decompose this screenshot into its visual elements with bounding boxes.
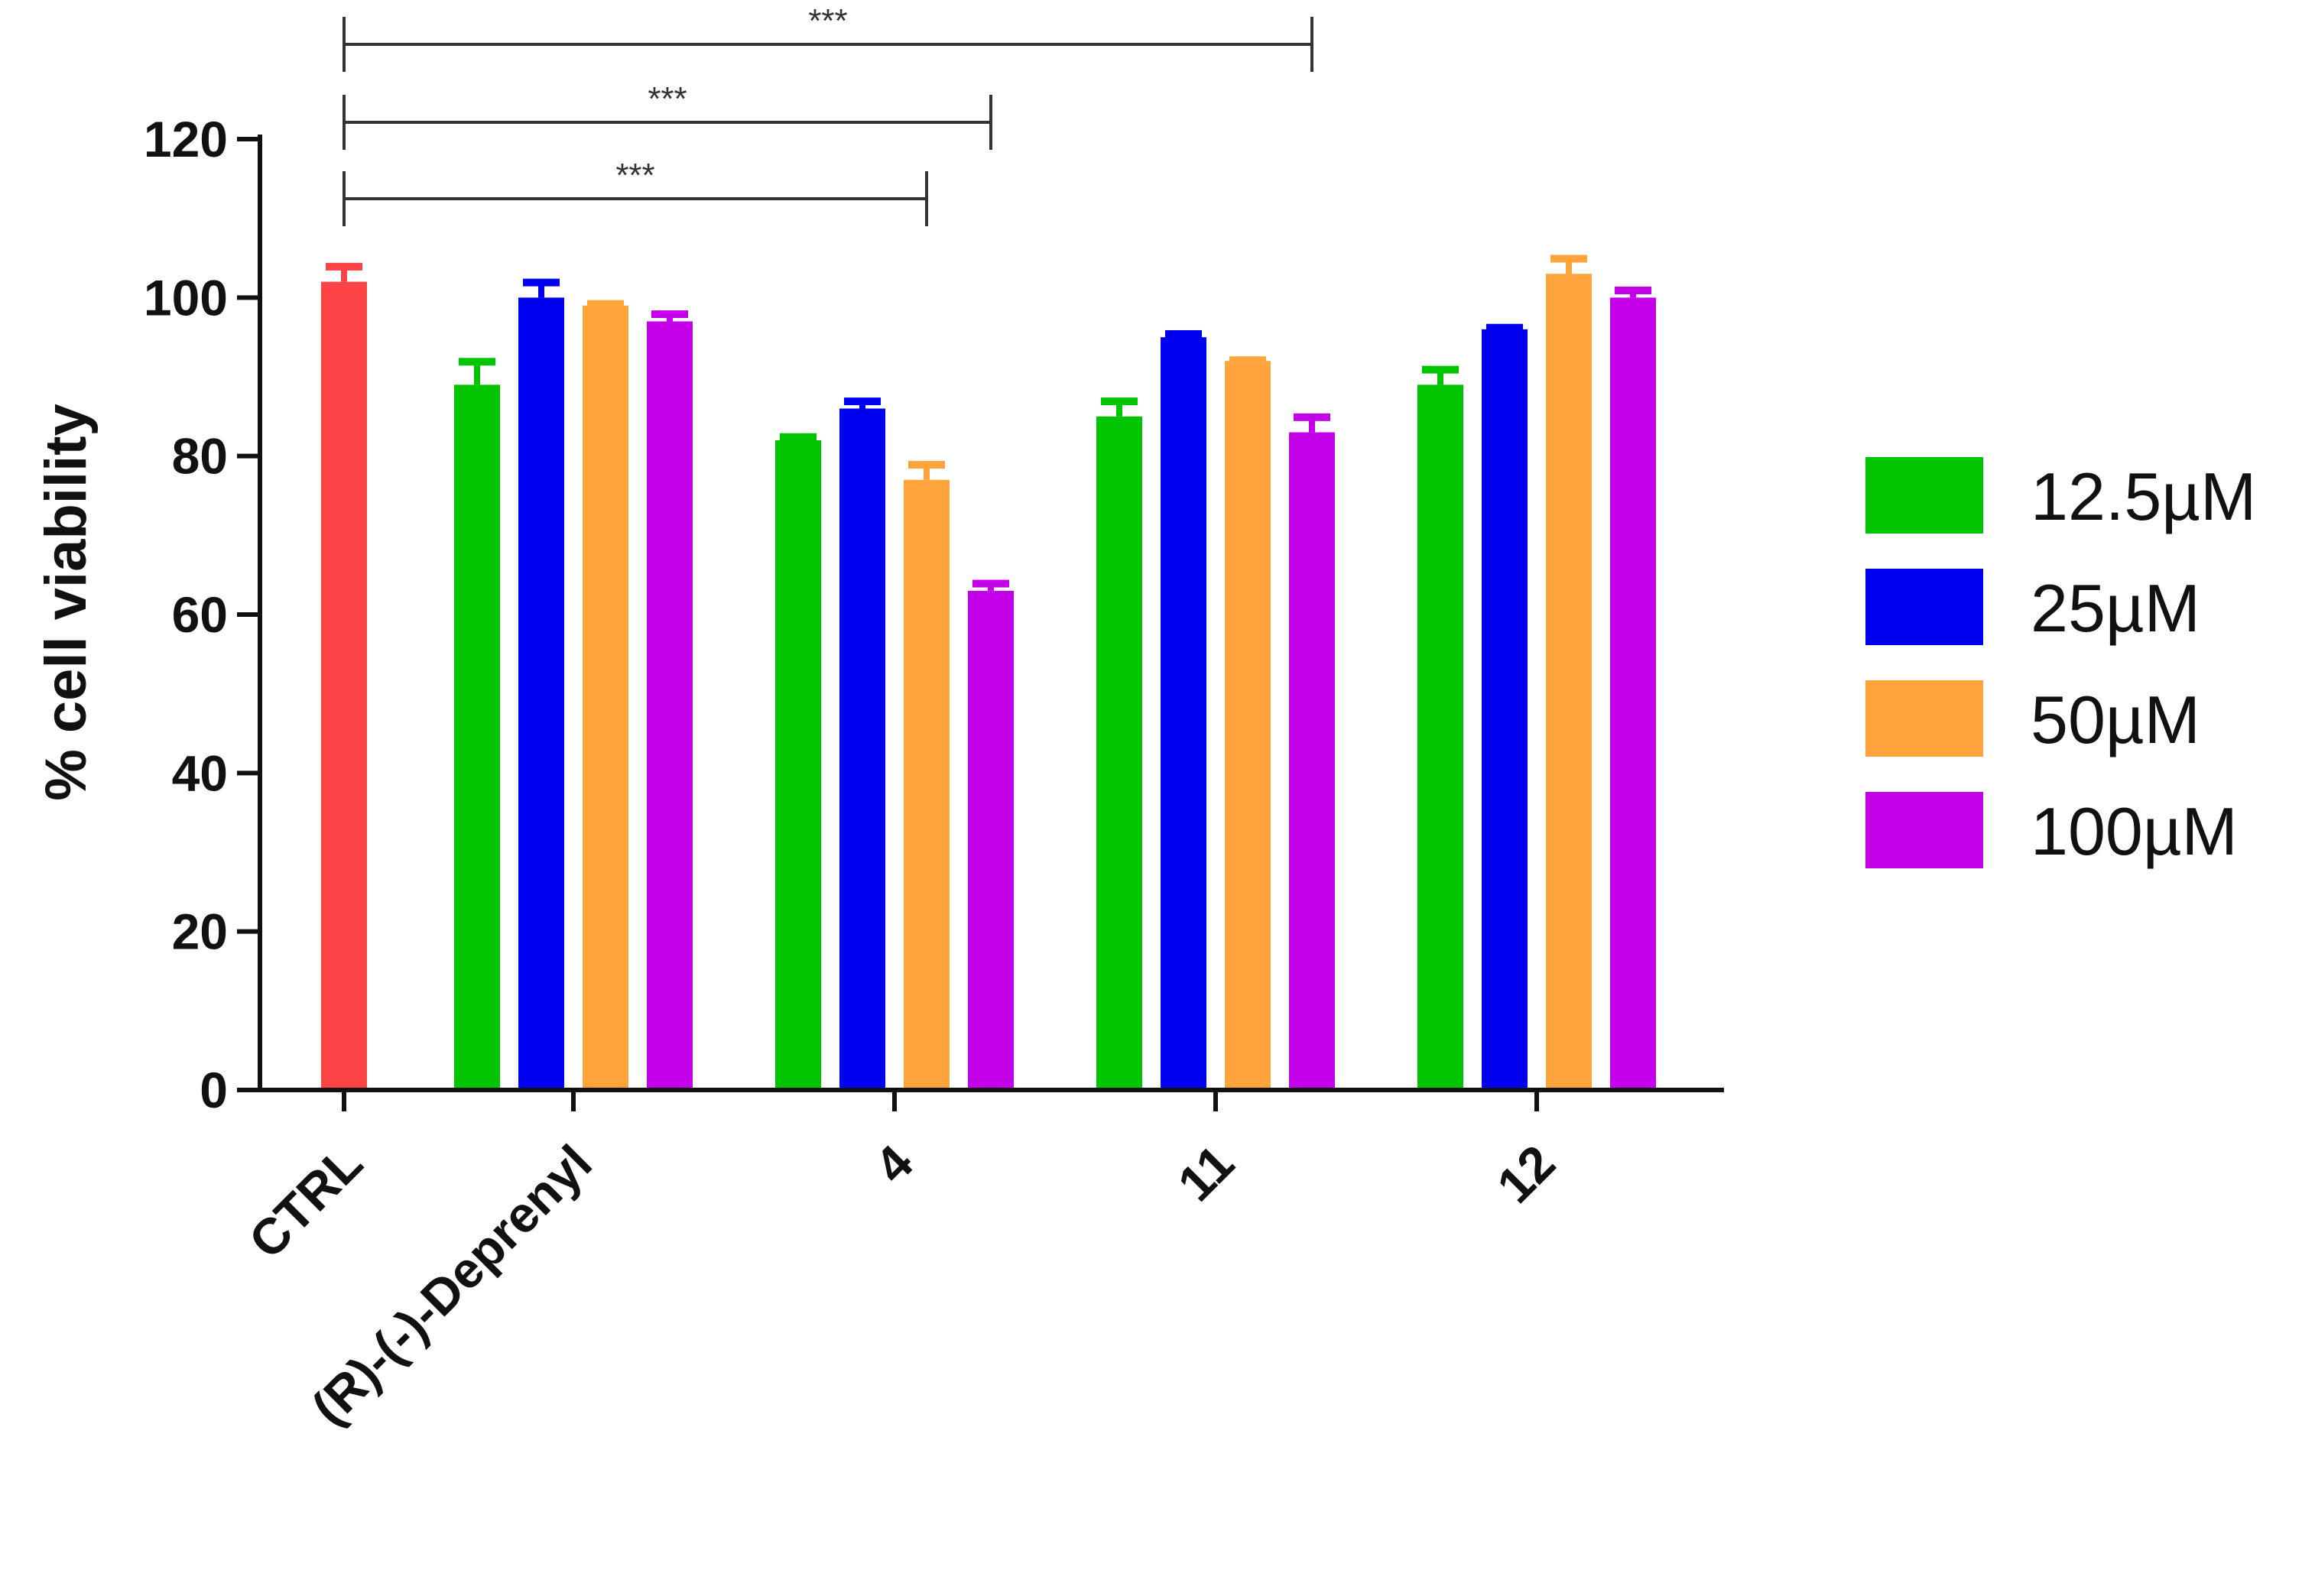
bar-rdeprenyl-2-error-cap (587, 300, 624, 308)
bar-12-0-error (1437, 368, 1443, 385)
bar-12-1 (1482, 329, 1528, 1090)
y-tick-label: 0 (200, 1062, 228, 1118)
error-bars-group (326, 255, 1651, 591)
legend-label: 100µM (2031, 793, 2238, 869)
y-axis-title: % cell viability (34, 404, 99, 801)
legend-label: 25µM (2031, 570, 2200, 646)
x-tick-label: 11 (1167, 1134, 1245, 1212)
bar-12-3 (1610, 297, 1656, 1090)
bar-11-0-error-cap (1101, 397, 1138, 406)
bar-4-3-error-cap (972, 579, 1009, 588)
bar-12-0 (1417, 384, 1463, 1090)
y-tick-label: 100 (144, 269, 228, 326)
legend-swatch (1865, 680, 1983, 757)
bar-ctrl (321, 281, 367, 1091)
y-tick-label: 20 (172, 903, 228, 960)
x-tick-label: CTRL (238, 1134, 373, 1270)
bar-12-2-error (1566, 258, 1572, 274)
significance-label: *** (648, 80, 687, 118)
bar-rdeprenyl-2 (583, 305, 628, 1091)
significance-label: *** (808, 2, 847, 40)
bar-rdeprenyl-0-error (474, 361, 480, 385)
bar-rdeprenyl-0 (454, 384, 500, 1090)
bar-12-2-error-cap (1550, 255, 1587, 263)
bar-ctrl-error-cap (326, 262, 362, 271)
bar-4-2-error (924, 464, 930, 480)
bar-ctrl-error (341, 265, 347, 282)
legend-swatch (1865, 792, 1983, 868)
y-tick-label: 80 (172, 428, 228, 485)
bar-rdeprenyl-1-error-cap (523, 278, 560, 287)
bar-12-3-error-cap (1615, 286, 1651, 294)
bar-4-2 (904, 479, 950, 1090)
significance-group: *** *** *** (343, 2, 1313, 226)
bar-11-0-error (1116, 401, 1122, 417)
bar-11-2-error-cap (1229, 356, 1266, 365)
bar-11-1-error-cap (1165, 329, 1202, 338)
bar-11-3-error-cap (1294, 413, 1330, 421)
bar-12-0-error-cap (1422, 365, 1459, 374)
bar-4-0 (775, 440, 821, 1090)
legend-label: 12.5µM (2031, 459, 2256, 534)
bar-4-1 (839, 408, 885, 1090)
bars-group (321, 274, 1656, 1091)
bar-rdeprenyl-1-error (538, 281, 544, 298)
y-tick-label: 120 (144, 111, 228, 167)
bar-4-3 (968, 590, 1014, 1090)
bar-11-0 (1096, 416, 1142, 1090)
bar-rdeprenyl-0-error-cap (459, 358, 495, 366)
bar-rdeprenyl-1 (518, 297, 564, 1090)
bar-4-2-error-cap (908, 461, 945, 469)
x-tick-label: 12 (1486, 1134, 1566, 1214)
bar-rdeprenyl-3-error-cap (651, 310, 688, 319)
y-axis: 0 20 40 60 80 100 120 (144, 111, 262, 1118)
legend-label: 50µM (2031, 682, 2200, 757)
bar-11-1 (1161, 337, 1206, 1091)
y-tick-label: 40 (172, 744, 228, 801)
bar-12-1-error-cap (1486, 323, 1523, 332)
bar-11-3 (1289, 432, 1335, 1090)
bar-11-2 (1225, 361, 1271, 1090)
y-tick-label: 60 (172, 586, 228, 643)
legend-swatch (1865, 569, 1983, 645)
bar-rdeprenyl-3 (647, 321, 693, 1090)
bar-12-2 (1546, 274, 1592, 1090)
bar-4-1-error-cap (844, 397, 881, 406)
significance-label: *** (615, 157, 654, 194)
bar-11-3-error (1309, 416, 1315, 433)
x-axis: CTRL(R)-(-)-Deprenyl 4 11 12 (238, 1088, 1724, 1435)
x-tick-label: 4 (864, 1134, 924, 1193)
bar-4-0-error-cap (780, 433, 817, 441)
legend: 12.5µM 25µM 50µM 100µM (1865, 457, 2256, 869)
legend-swatch (1865, 457, 1983, 534)
